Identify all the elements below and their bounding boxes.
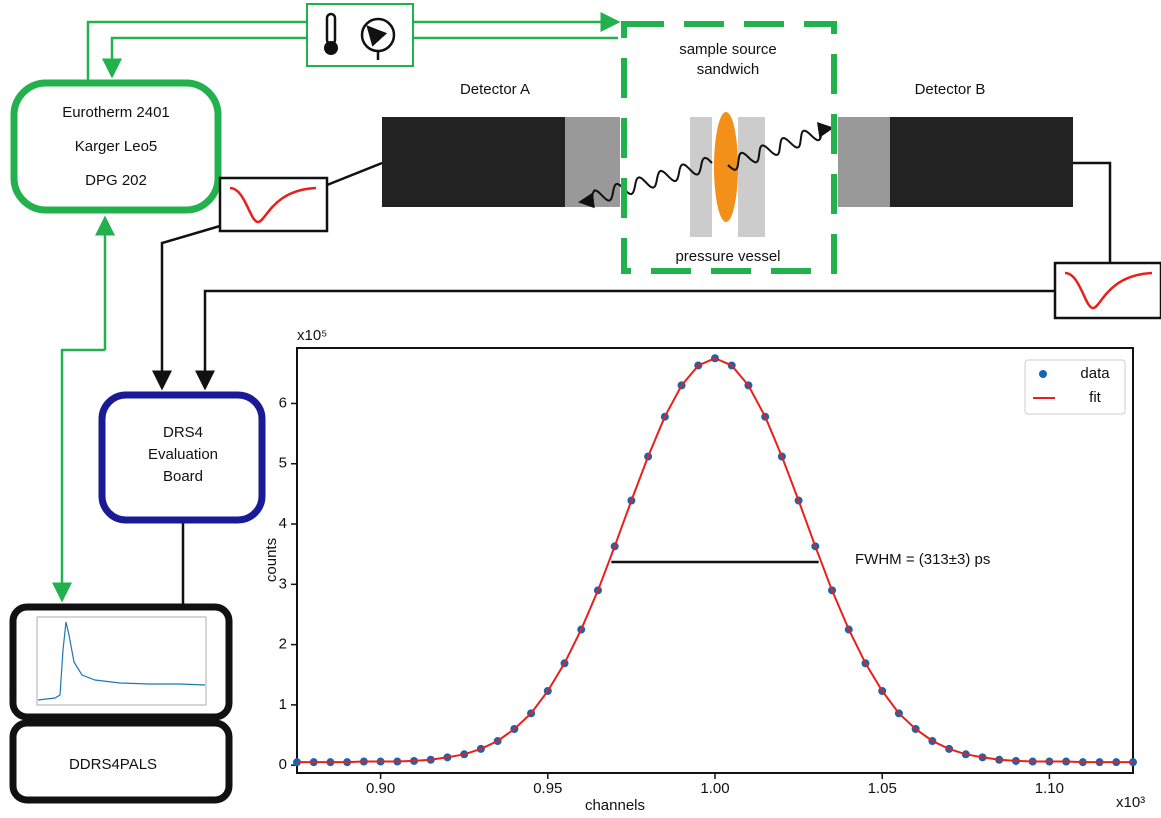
software-label: DDRS4PALS: [69, 756, 157, 773]
pressure-vessel: [621, 21, 837, 274]
software-box: [9, 719, 233, 804]
x-tick-label: 0.95: [533, 780, 562, 797]
y-tick-label: 6: [279, 394, 287, 411]
y-tick-label: 4: [279, 515, 287, 532]
sensor-box: [306, 3, 414, 67]
y-tick-label: 1: [279, 696, 287, 713]
digitizer-label: Evaluation: [148, 446, 218, 463]
controller-label: Karger Leo5: [75, 138, 158, 155]
legend-box: [1024, 359, 1126, 415]
legend-marker: [1039, 370, 1047, 378]
legend-label: fit: [1089, 389, 1102, 406]
signal-box-a: [218, 176, 329, 233]
gamma-ray: [727, 122, 834, 171]
y-tick-label: 5: [279, 455, 287, 472]
sample-plate: [738, 117, 765, 237]
x-tick-label: 0.90: [366, 780, 395, 797]
sample-plate: [690, 117, 712, 237]
digitizer-box: [98, 391, 266, 524]
x-tick-label: 1.05: [868, 780, 897, 797]
legend-label: data: [1080, 365, 1110, 382]
detector-b: [890, 117, 1073, 207]
fwhm-label: FWHM = (313±3) ps: [855, 551, 990, 568]
detector-a-label: Detector A: [460, 81, 530, 98]
sample-label: sample source: [679, 41, 777, 58]
fit-line: [297, 357, 1133, 764]
x-axis-label: channels: [585, 797, 645, 814]
digitizer-label: DRS4: [163, 424, 203, 441]
y-multiplier: x10⁵: [297, 327, 327, 344]
signal-box-b: [1053, 261, 1161, 320]
y-axis-label: counts: [263, 538, 280, 582]
controller-box: [10, 79, 222, 214]
detector-a: [382, 117, 565, 207]
software-screen: [9, 603, 233, 721]
detector-b-label: Detector B: [915, 81, 986, 98]
y-tick-label: 0: [279, 756, 287, 773]
gamma-ray: [578, 156, 713, 209]
source: [714, 112, 738, 222]
x-tick-label: 1.00: [700, 780, 729, 797]
control-lines: [52, 12, 621, 603]
controller-label: DPG 202: [85, 172, 147, 189]
sample-label: sandwich: [697, 61, 760, 78]
y-tick-label: 3: [279, 575, 287, 592]
x-multiplier: x10³: [1116, 794, 1145, 811]
plot-frame: [296, 347, 1134, 774]
x-tick-label: 1.10: [1035, 780, 1064, 797]
signal-cables: [152, 161, 1112, 605]
detector-b-crystal: [838, 117, 890, 207]
controller-label: Eurotherm 2401: [62, 104, 170, 121]
digitizer-label: Board: [163, 468, 203, 485]
y-tick-label: 2: [279, 636, 287, 653]
spectrum-chart: 0.90 0.95 1.00 1.05 1.10 0 1 2 3 4 5 6 channels count…: [263, 327, 1145, 814]
vessel-label: pressure vessel: [675, 248, 780, 265]
